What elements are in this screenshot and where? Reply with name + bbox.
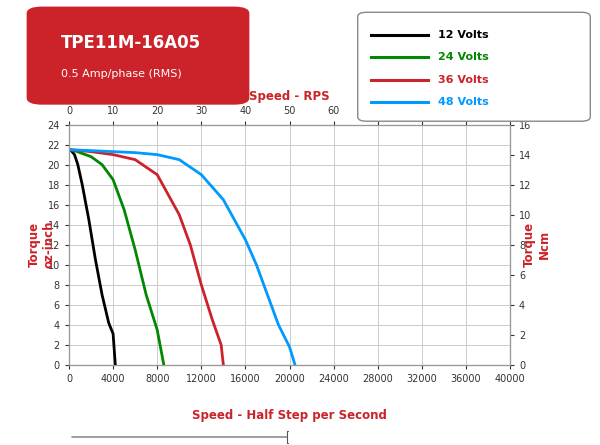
- Y-axis label: Torque
oz-inch: Torque oz-inch: [28, 221, 56, 268]
- Y-axis label: Torque
Ncm: Torque Ncm: [523, 222, 551, 267]
- FancyBboxPatch shape: [26, 7, 250, 105]
- Text: 12 Volts: 12 Volts: [437, 30, 488, 40]
- X-axis label: Speed - RPS: Speed - RPS: [249, 90, 330, 103]
- Text: 48 Volts: 48 Volts: [437, 97, 488, 107]
- Text: TPE11M-16A05: TPE11M-16A05: [61, 34, 202, 52]
- Text: 24 Volts: 24 Volts: [437, 52, 488, 62]
- Text: 0.5 Amp/phase (RMS): 0.5 Amp/phase (RMS): [61, 69, 182, 79]
- FancyBboxPatch shape: [358, 12, 590, 121]
- X-axis label: Speed - Half Step per Second: Speed - Half Step per Second: [192, 409, 387, 422]
- Text: 36 Volts: 36 Volts: [437, 75, 488, 85]
